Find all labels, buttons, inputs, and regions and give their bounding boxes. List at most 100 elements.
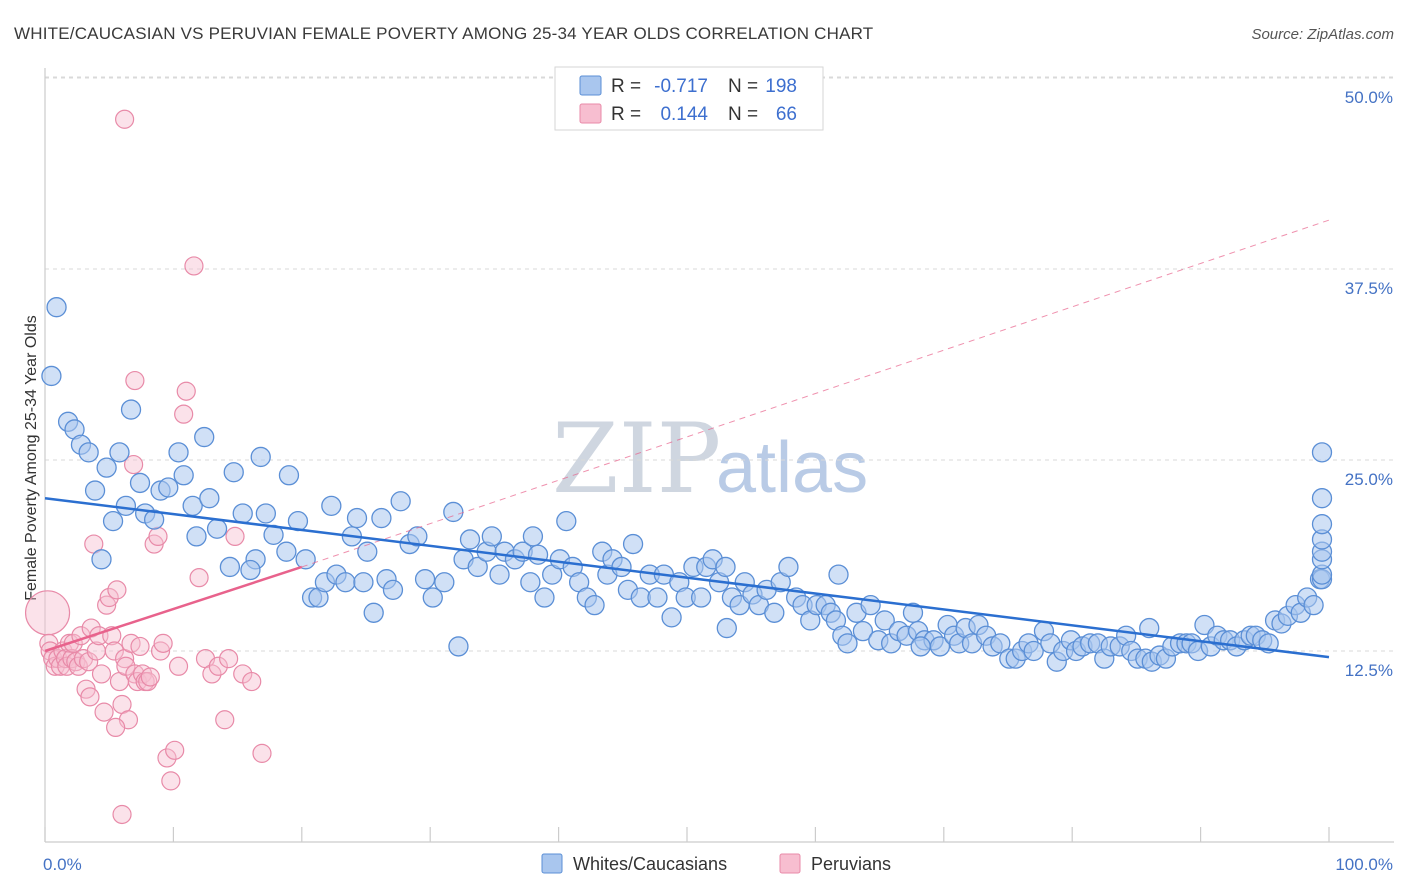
white-point: [335, 572, 356, 593]
whites-points: [41, 297, 1333, 672]
correlation-legend: R = -0.717 N = 198 R = 0.144 N = 66: [554, 66, 824, 131]
peruvian-point: [106, 717, 126, 738]
trend-lines: [44, 219, 1330, 659]
chart-title: WHITE/CAUCASIAN VS PERUVIAN FEMALE POVER…: [14, 24, 873, 43]
white-point: [41, 365, 62, 387]
white-point: [232, 503, 253, 524]
white-point: [852, 620, 874, 642]
peruvian-point: [165, 740, 185, 760]
legend-r-value-peruvians: 0.144: [660, 104, 708, 125]
white-point: [522, 526, 544, 547]
white-point: [874, 610, 895, 631]
peruvian-point: [208, 656, 228, 676]
white-point: [422, 587, 443, 608]
peruvian-point: [63, 633, 83, 653]
white-point: [102, 510, 124, 532]
white-point: [902, 602, 924, 623]
legend-swatch-peruvians: [579, 103, 602, 124]
x-tick-label: 100.0%: [1335, 855, 1393, 874]
peruvian-point: [168, 656, 189, 676]
whites-trend-line: [44, 496, 1330, 659]
peruvian-point: [97, 595, 117, 615]
x-tick-label: 0.0%: [43, 855, 82, 874]
peruvian-point: [123, 454, 144, 475]
white-point: [321, 495, 342, 516]
white-point: [1023, 640, 1044, 662]
peruvian-point: [219, 649, 239, 669]
white-point: [276, 541, 297, 562]
bottom-legend-label-whites: Whites/Caucasians: [573, 854, 727, 874]
peruvian-point: [176, 381, 196, 401]
white-point: [353, 572, 374, 593]
white-point: [91, 549, 112, 570]
y-tick-label: 37.5%: [1345, 279, 1393, 298]
white-point: [584, 595, 605, 616]
peruvian-point: [45, 656, 65, 676]
peruvian-point: [130, 636, 150, 657]
white-point: [1311, 488, 1333, 509]
white-point: [278, 465, 300, 486]
white-point: [407, 526, 428, 547]
white-point: [168, 442, 189, 463]
peruvian-point: [153, 633, 173, 653]
white-point: [990, 633, 1011, 654]
peruvian-point: [225, 526, 245, 547]
legend-n-label-whites: N =: [728, 76, 758, 97]
peruvian-point: [94, 702, 114, 722]
peruvian-point: [125, 370, 145, 391]
legend-swatch-whites: [579, 75, 602, 96]
white-point: [240, 559, 261, 581]
white-point: [556, 510, 577, 532]
white-point: [661, 607, 682, 628]
white-point: [390, 491, 411, 512]
watermark-zip: ZIP: [552, 403, 721, 515]
legend-r-value-whites: -0.717: [654, 76, 708, 97]
white-point: [534, 587, 555, 608]
bottom-legend-swatch-peruvians: [779, 853, 801, 874]
peruvian-point: [112, 804, 132, 825]
white-point: [1311, 514, 1333, 535]
peruvian-point: [174, 404, 194, 424]
peruvian-point: [140, 667, 160, 687]
peruvian-point: [104, 641, 124, 661]
white-point: [467, 556, 488, 578]
white-point: [647, 587, 668, 608]
white-point: [255, 503, 276, 524]
white-point: [78, 442, 99, 463]
white-point: [448, 636, 469, 657]
white-point: [1139, 617, 1160, 639]
axes: [44, 68, 1394, 843]
peruvian-point: [115, 109, 135, 129]
peruvian-point: [24, 590, 71, 636]
white-point: [764, 602, 785, 623]
white-point: [910, 636, 931, 657]
white-point: [434, 572, 455, 593]
white-point: [363, 602, 384, 623]
peruvian-point: [252, 743, 272, 763]
white-point: [84, 480, 106, 501]
white-point: [459, 529, 481, 550]
white-point: [527, 544, 549, 565]
white-point: [828, 564, 849, 585]
white-point: [716, 617, 737, 639]
white-point: [120, 399, 142, 420]
white-point: [346, 507, 368, 529]
white-point: [690, 587, 712, 608]
white-point: [1311, 442, 1333, 463]
white-point: [520, 572, 541, 593]
peruvian-point: [79, 652, 99, 672]
y-tick-label: 50.0%: [1345, 88, 1393, 107]
white-point: [143, 509, 165, 530]
peruvian-point: [148, 526, 168, 547]
peruvians-trend-extension: [301, 219, 1330, 568]
y-tick-labels: 12.5% 25.0% 37.5% 50.0%: [1345, 88, 1393, 680]
white-point: [357, 541, 378, 562]
y-tick-label: 25.0%: [1345, 470, 1393, 489]
peruvian-point: [91, 664, 112, 684]
peruvian-point: [157, 748, 177, 768]
peruvian-point: [150, 641, 171, 661]
white-point: [371, 507, 392, 529]
peruvian-point: [184, 256, 204, 276]
white-point: [250, 446, 271, 468]
